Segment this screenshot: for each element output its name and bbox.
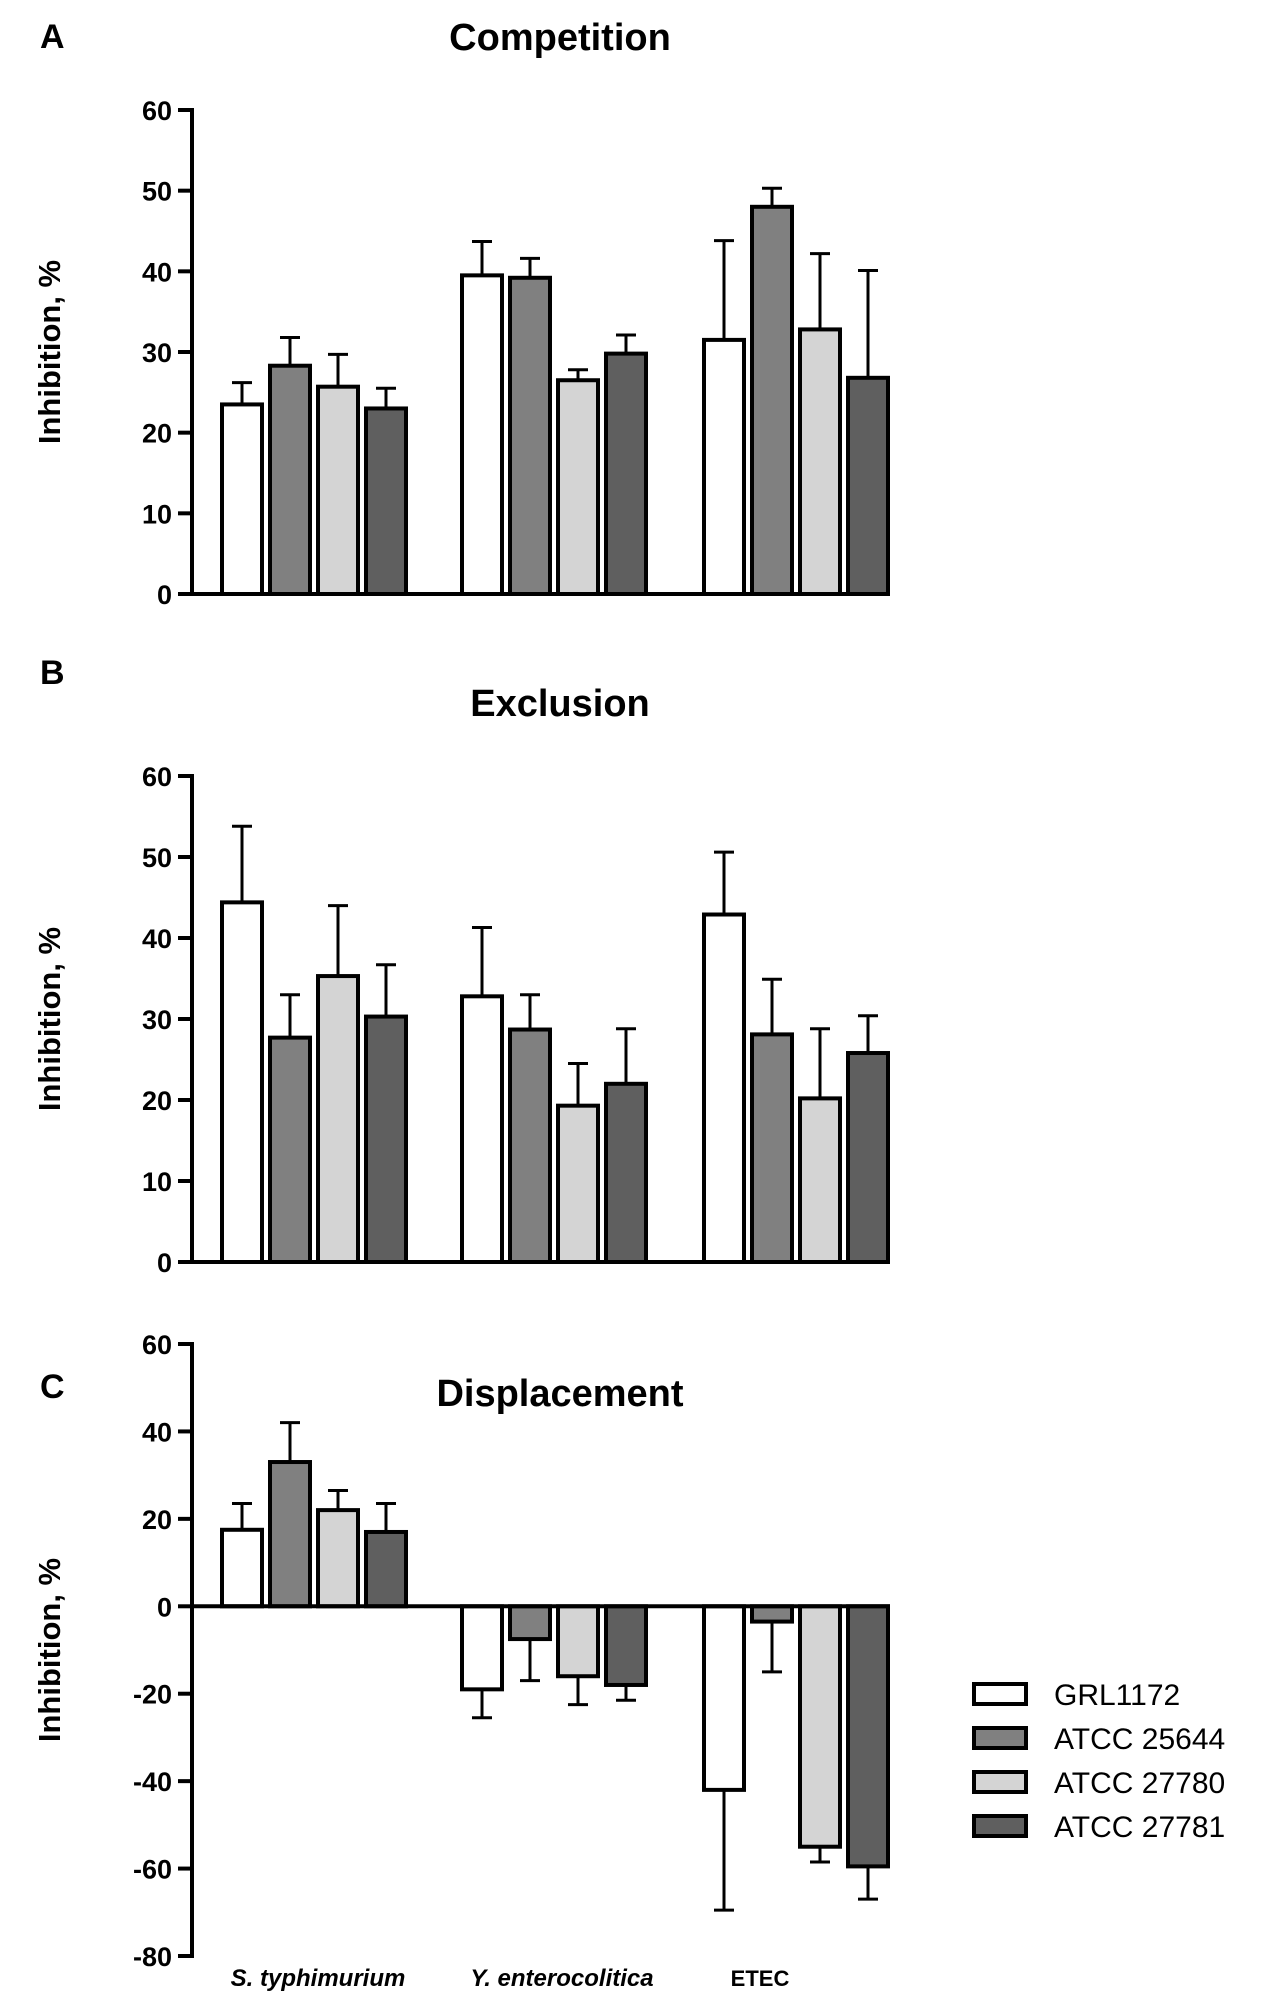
panel-title: Competition bbox=[449, 17, 671, 59]
bar bbox=[460, 994, 504, 1264]
bar bbox=[556, 378, 600, 596]
panel-title: Displacement bbox=[436, 1373, 683, 1415]
category-label: S. typhimurium bbox=[231, 1965, 406, 1992]
bar bbox=[750, 1032, 794, 1265]
y-tick-label: 30 bbox=[142, 1005, 172, 1035]
panel-letter: C bbox=[40, 1368, 65, 1406]
bar bbox=[220, 900, 264, 1264]
legend: GRL1172 ATCC 25644 ATCC 27780 ATCC 27781 bbox=[972, 1679, 1225, 1844]
bar bbox=[750, 204, 794, 597]
bar bbox=[702, 337, 746, 596]
legend-swatch bbox=[972, 1814, 1028, 1838]
legend-label: GRL1172 bbox=[1054, 1679, 1180, 1712]
legend-swatch bbox=[972, 1682, 1028, 1706]
bar bbox=[508, 1604, 552, 1642]
bar bbox=[460, 1604, 504, 1692]
y-tick-label: 10 bbox=[142, 499, 172, 529]
bar bbox=[846, 1604, 890, 1869]
y-tick-label: 0 bbox=[157, 580, 172, 610]
y-tick-label: 40 bbox=[142, 1417, 172, 1447]
bar bbox=[604, 351, 648, 597]
y-tick-label: -80 bbox=[133, 1942, 172, 1972]
panel-a: A Competition 0 10 20 30 40 50 60 Inhibition, % bbox=[32, 17, 890, 610]
y-tick-label: -20 bbox=[133, 1680, 172, 1710]
legend-label: ATCC 25644 bbox=[1054, 1723, 1225, 1756]
bar bbox=[268, 1035, 312, 1264]
bar bbox=[750, 1604, 794, 1624]
bar bbox=[316, 974, 360, 1264]
y-tick-label: 20 bbox=[142, 419, 172, 449]
bar bbox=[556, 1604, 600, 1679]
y-tick-label: -40 bbox=[133, 1767, 172, 1797]
legend-swatch bbox=[972, 1726, 1028, 1750]
y-tick-label: 50 bbox=[142, 843, 172, 873]
bar bbox=[268, 1460, 312, 1609]
panel-c: C Displacement -80 -60 -40 -20 0 20 40 60 Inhibiti… bbox=[32, 1330, 890, 1972]
y-tick-label: 60 bbox=[142, 762, 172, 792]
y-tick-label: 60 bbox=[142, 1330, 172, 1360]
y-tick-label: 20 bbox=[142, 1505, 172, 1535]
y-tick-label: 40 bbox=[142, 257, 172, 287]
bar bbox=[316, 384, 360, 597]
bar bbox=[798, 1604, 842, 1849]
bar bbox=[798, 1096, 842, 1264]
y-tick-label: 0 bbox=[157, 1248, 172, 1278]
panel-letter: A bbox=[40, 18, 65, 56]
bar bbox=[364, 1529, 408, 1609]
bar bbox=[460, 273, 504, 596]
y-tick-label: 30 bbox=[142, 338, 172, 368]
bar bbox=[508, 1027, 552, 1265]
bar bbox=[364, 406, 408, 597]
y-axis-label: Inhibition, % bbox=[32, 927, 67, 1111]
legend-label: ATCC 27780 bbox=[1054, 1767, 1225, 1800]
bar bbox=[220, 1527, 264, 1609]
bar bbox=[846, 1051, 890, 1265]
bar bbox=[268, 363, 312, 597]
legend-label: ATCC 27781 bbox=[1054, 1811, 1225, 1844]
panel-letter: B bbox=[40, 654, 65, 692]
bar bbox=[846, 375, 890, 596]
panel-b: B Exclusion 0 10 20 30 40 50 60 Inhibition, % bbox=[32, 654, 890, 1278]
legend-swatch bbox=[972, 1770, 1028, 1794]
bar bbox=[220, 402, 264, 596]
bar bbox=[508, 275, 552, 596]
y-tick-label: 0 bbox=[157, 1592, 172, 1622]
bar bbox=[316, 1508, 360, 1609]
bar bbox=[798, 327, 842, 596]
bar bbox=[604, 1604, 648, 1687]
bar bbox=[702, 1604, 746, 1792]
y-tick-label: 60 bbox=[142, 96, 172, 126]
bar bbox=[702, 912, 746, 1264]
y-tick-label: 50 bbox=[142, 177, 172, 207]
y-tick-label: 10 bbox=[142, 1167, 172, 1197]
bar bbox=[604, 1081, 648, 1265]
y-axis-label: Inhibition, % bbox=[32, 260, 67, 444]
category-label: ETEC bbox=[731, 1966, 790, 1991]
bar bbox=[364, 1014, 408, 1264]
y-tick-label: 20 bbox=[142, 1086, 172, 1116]
category-label: Y. enterocolitica bbox=[470, 1965, 653, 1992]
panel-title: Exclusion bbox=[470, 683, 650, 725]
y-axis-label: Inhibition, % bbox=[32, 1558, 67, 1742]
y-tick-label: -60 bbox=[133, 1855, 172, 1885]
y-tick-label: 40 bbox=[142, 924, 172, 954]
bar bbox=[556, 1103, 600, 1265]
